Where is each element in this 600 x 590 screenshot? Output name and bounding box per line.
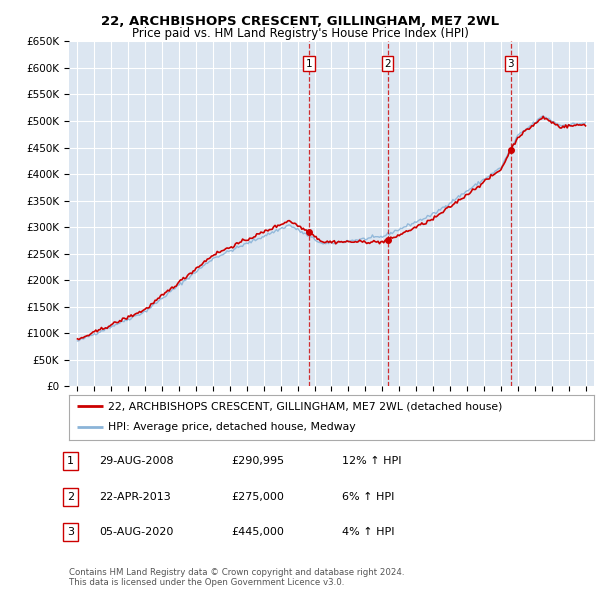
Text: 6% ↑ HPI: 6% ↑ HPI xyxy=(342,492,394,502)
Text: 3: 3 xyxy=(508,59,514,68)
Text: 12% ↑ HPI: 12% ↑ HPI xyxy=(342,457,401,466)
Text: 29-AUG-2008: 29-AUG-2008 xyxy=(99,457,173,466)
Text: 4% ↑ HPI: 4% ↑ HPI xyxy=(342,527,395,537)
Text: Contains HM Land Registry data © Crown copyright and database right 2024.
This d: Contains HM Land Registry data © Crown c… xyxy=(69,568,404,587)
Text: Price paid vs. HM Land Registry's House Price Index (HPI): Price paid vs. HM Land Registry's House … xyxy=(131,27,469,40)
Text: £290,995: £290,995 xyxy=(231,457,284,466)
Text: 2: 2 xyxy=(67,492,74,502)
Text: 22, ARCHBISHOPS CRESCENT, GILLINGHAM, ME7 2WL: 22, ARCHBISHOPS CRESCENT, GILLINGHAM, ME… xyxy=(101,15,499,28)
Text: 22-APR-2013: 22-APR-2013 xyxy=(99,492,171,502)
Text: HPI: Average price, detached house, Medway: HPI: Average price, detached house, Medw… xyxy=(109,422,356,432)
Text: 2: 2 xyxy=(384,59,391,68)
Text: 3: 3 xyxy=(67,527,74,537)
Text: 22, ARCHBISHOPS CRESCENT, GILLINGHAM, ME7 2WL (detached house): 22, ARCHBISHOPS CRESCENT, GILLINGHAM, ME… xyxy=(109,401,503,411)
Text: 1: 1 xyxy=(305,59,312,68)
Text: 05-AUG-2020: 05-AUG-2020 xyxy=(99,527,173,537)
Text: 1: 1 xyxy=(67,457,74,466)
Text: £275,000: £275,000 xyxy=(231,492,284,502)
Text: £445,000: £445,000 xyxy=(231,527,284,537)
